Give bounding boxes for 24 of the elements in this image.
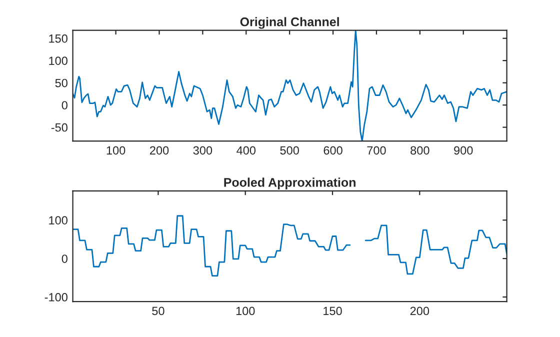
x-tick-label: 150 [324, 306, 342, 316]
line-series [72, 30, 507, 142]
y-tick-label: 50 [55, 78, 68, 88]
x-tick-label: 800 [410, 146, 430, 155]
y-tick-label: 100 [49, 56, 68, 65]
x-tick-label: 500 [280, 146, 299, 155]
y-tick-label: 100 [49, 216, 68, 224]
y-tick-label: 0 [62, 101, 68, 110]
y-tick-label: -100 [44, 293, 68, 302]
x-tick-label: 400 [236, 146, 256, 155]
chart-title: Original Channel [240, 17, 339, 29]
y-tick-label: 0 [62, 254, 68, 263]
x-tick-label: 700 [367, 146, 386, 155]
x-tick-label: 100 [236, 306, 255, 316]
y-tick-label: 150 [49, 34, 68, 43]
x-tick-label: 200 [150, 146, 169, 155]
x-tick-label: 200 [410, 306, 430, 316]
x-tick-label: 100 [106, 146, 126, 155]
x-tick-label: 900 [454, 146, 473, 155]
x-tick-label: 600 [324, 146, 342, 155]
x-tick-label: 50 [152, 306, 164, 316]
y-tick-label: -50 [51, 123, 68, 132]
chart-title: Pooled Approximation [224, 178, 356, 190]
x-tick-label: 300 [193, 146, 212, 155]
